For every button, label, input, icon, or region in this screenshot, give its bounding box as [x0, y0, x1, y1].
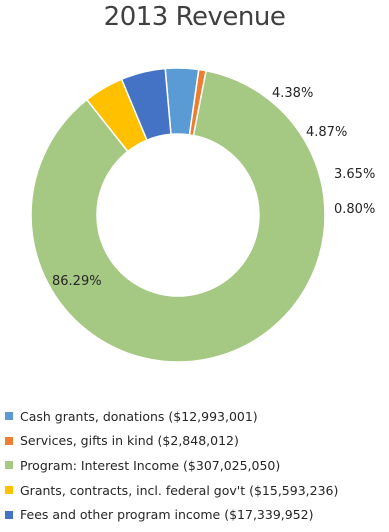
legend-label: Services, gifts in kind ($2,848,012) — [20, 433, 239, 449]
legend-item-3: Program: Interest Income ($307,025,050) — [5, 453, 338, 478]
slice-percent-label-2: 0.80% — [334, 202, 375, 217]
slice-percent-label-4: 4.38% — [272, 86, 313, 101]
legend-item-4: Grants, contracts, incl. federal gov't (… — [5, 478, 338, 503]
chart-title: 2013 Revenue — [103, 2, 286, 32]
legend-label: Program: Interest Income ($307,025,050) — [20, 457, 281, 473]
legend-item-2: Services, gifts in kind ($2,848,012) — [5, 429, 338, 454]
chart-legend: Cash grants, donations ($12,993,001) Serv… — [5, 404, 338, 527]
legend-swatch — [5, 436, 13, 445]
slice-percent-label-5: 4.87% — [306, 125, 347, 140]
legend-label: Cash grants, donations ($12,993,001) — [20, 408, 258, 424]
donut-slice-3 — [30, 69, 326, 363]
donut-slice-5 — [120, 67, 172, 142]
legend-swatch — [5, 412, 13, 421]
legend-swatch — [5, 510, 13, 519]
legend-label: Grants, contracts, incl. federal gov't (… — [20, 482, 339, 498]
legend-item-5: Fees and other program income ($17,339,9… — [5, 502, 338, 527]
legend-label: Fees and other program income ($17,339,9… — [20, 507, 314, 523]
slice-percent-label-3: 86.29% — [52, 274, 102, 289]
donut-chart: 3.65% 0.80% 86.29% 4.38% 4.87% — [30, 67, 375, 363]
legend-swatch — [5, 461, 13, 470]
legend-item-1: Cash grants, donations ($12,993,001) — [5, 404, 338, 429]
legend-swatch — [5, 486, 13, 495]
slice-percent-label-1: 3.65% — [334, 167, 375, 182]
